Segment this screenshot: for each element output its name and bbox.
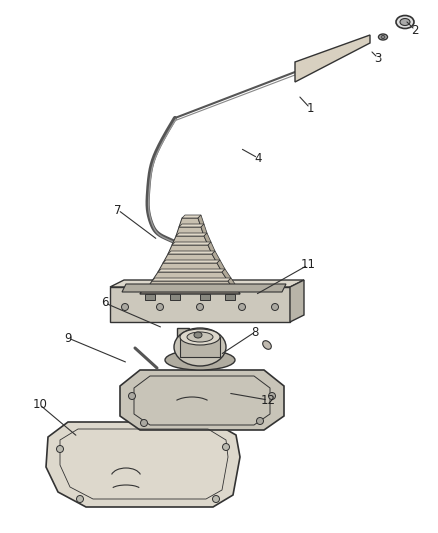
Polygon shape: [140, 286, 240, 294]
Circle shape: [212, 496, 219, 503]
Polygon shape: [46, 422, 240, 507]
Polygon shape: [162, 254, 216, 263]
Polygon shape: [158, 263, 222, 272]
Text: 4: 4: [254, 151, 261, 165]
Polygon shape: [168, 245, 212, 254]
Polygon shape: [204, 233, 211, 245]
Polygon shape: [152, 278, 230, 281]
Polygon shape: [179, 224, 204, 227]
Polygon shape: [145, 294, 155, 300]
Ellipse shape: [194, 332, 201, 338]
Ellipse shape: [165, 350, 234, 370]
Polygon shape: [152, 272, 227, 281]
Ellipse shape: [173, 328, 226, 366]
Polygon shape: [110, 280, 303, 287]
Text: 7: 7: [114, 204, 121, 216]
Text: 8: 8: [251, 326, 258, 338]
Text: 1: 1: [306, 101, 313, 115]
Polygon shape: [222, 269, 230, 281]
Polygon shape: [294, 35, 369, 82]
Polygon shape: [225, 294, 234, 300]
Polygon shape: [158, 269, 225, 272]
Text: 9: 9: [64, 332, 71, 344]
Circle shape: [76, 496, 83, 503]
Ellipse shape: [180, 329, 219, 345]
Text: 10: 10: [32, 399, 47, 411]
Circle shape: [256, 417, 263, 424]
Circle shape: [140, 419, 147, 426]
Circle shape: [128, 392, 135, 400]
Text: 3: 3: [374, 52, 381, 64]
Polygon shape: [198, 215, 204, 227]
Polygon shape: [179, 218, 201, 227]
Circle shape: [222, 443, 229, 450]
Ellipse shape: [380, 36, 384, 38]
Circle shape: [156, 303, 163, 311]
Circle shape: [57, 446, 64, 453]
Ellipse shape: [262, 341, 271, 349]
Circle shape: [238, 303, 245, 311]
Polygon shape: [182, 215, 201, 218]
Ellipse shape: [378, 34, 387, 40]
Polygon shape: [200, 294, 209, 300]
Ellipse shape: [395, 15, 413, 28]
Polygon shape: [177, 328, 189, 348]
Polygon shape: [110, 287, 290, 322]
Polygon shape: [227, 278, 237, 290]
Polygon shape: [176, 227, 204, 236]
Ellipse shape: [187, 332, 212, 342]
Circle shape: [271, 303, 278, 311]
Text: 2: 2: [410, 23, 418, 36]
Text: 6: 6: [101, 296, 109, 310]
Polygon shape: [122, 284, 285, 292]
Polygon shape: [176, 233, 207, 236]
Polygon shape: [162, 260, 219, 263]
Polygon shape: [180, 337, 219, 357]
Polygon shape: [146, 281, 233, 290]
Polygon shape: [172, 242, 211, 245]
Polygon shape: [120, 370, 283, 430]
Polygon shape: [170, 294, 180, 300]
Ellipse shape: [399, 19, 409, 26]
Polygon shape: [168, 251, 215, 254]
Polygon shape: [172, 236, 208, 245]
Circle shape: [121, 303, 128, 311]
Text: 12: 12: [260, 393, 275, 407]
Polygon shape: [216, 260, 225, 272]
Polygon shape: [290, 280, 303, 322]
Circle shape: [196, 303, 203, 311]
Polygon shape: [208, 242, 215, 254]
Text: 11: 11: [300, 259, 315, 271]
Polygon shape: [201, 224, 207, 236]
Polygon shape: [212, 251, 219, 263]
Circle shape: [268, 392, 275, 400]
